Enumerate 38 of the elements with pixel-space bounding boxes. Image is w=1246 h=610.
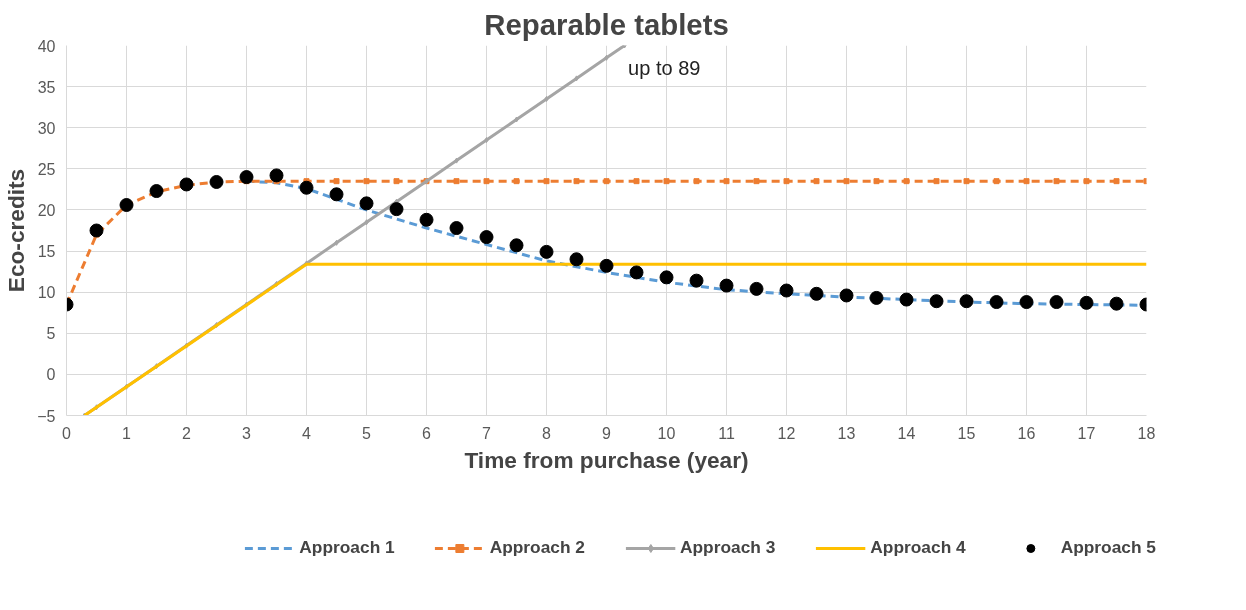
chart-title: Reparable tablets xyxy=(484,7,729,41)
y-tick-label: 0 xyxy=(46,366,56,384)
x-tick-label: 16 xyxy=(1017,424,1036,442)
y-tick-label: 35 xyxy=(37,78,56,96)
x-tick-label: 15 xyxy=(957,424,976,442)
legend-label: Approach 2 xyxy=(489,537,586,558)
x-tick-label: 4 xyxy=(302,424,312,442)
x-tick-label: 6 xyxy=(422,424,432,442)
x-tick-label: 10 xyxy=(657,424,676,442)
y-tick-label: 20 xyxy=(37,201,56,219)
x-tick-label: 1 xyxy=(122,424,132,442)
x-tick-label: 9 xyxy=(602,424,612,442)
y-tick-label: 5 xyxy=(46,325,56,343)
x-tick-label: 11 xyxy=(718,424,735,442)
x-tick-label: 7 xyxy=(482,424,492,442)
x-tick-label: 13 xyxy=(837,424,856,442)
legend-label: Approach 1 xyxy=(299,537,395,558)
legend-label: Approach 5 xyxy=(1060,537,1156,558)
y-axis-title: Eco-credits xyxy=(3,168,30,293)
y-tick-label: 40 xyxy=(37,37,56,55)
x-tick-label: 17 xyxy=(1077,424,1096,442)
y-tick-label: 15 xyxy=(37,243,56,261)
x-tick-label: 8 xyxy=(542,424,552,442)
x-axis-title: Time from purchase (year) xyxy=(464,446,749,473)
legend-label: Approach 4 xyxy=(870,537,966,558)
x-tick-label: 12 xyxy=(777,424,796,442)
x-tick-label: 2 xyxy=(182,424,192,442)
x-tick-label: 3 xyxy=(242,424,252,442)
x-tick-label: 18 xyxy=(1137,424,1156,442)
y-tick-label: 25 xyxy=(37,160,56,178)
x-tick-label: 0 xyxy=(62,424,72,442)
annotation: up to 89 xyxy=(628,56,701,79)
x-tick-label: 5 xyxy=(362,424,372,442)
y-tick-label: 10 xyxy=(37,284,56,302)
x-tick-label: 14 xyxy=(897,424,916,442)
y-tick-label: 30 xyxy=(37,119,56,137)
y-tick-label: −5 xyxy=(37,407,56,425)
legend-label: Approach 3 xyxy=(680,537,776,558)
